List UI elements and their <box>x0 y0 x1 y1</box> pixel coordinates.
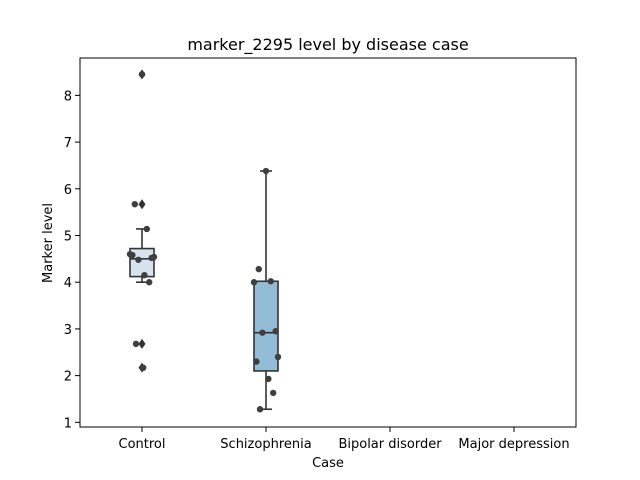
data-point <box>150 253 158 261</box>
data-point <box>140 364 147 371</box>
data-point <box>256 406 264 413</box>
y-tick-label: 3 <box>64 323 72 338</box>
data-point <box>272 328 279 335</box>
y-axis-label: Marker level <box>41 203 56 283</box>
data-point <box>270 389 277 397</box>
data-point <box>250 279 258 286</box>
x-axis-label: Case <box>312 456 344 471</box>
x-tick-label: Bipolar disorder <box>338 437 442 452</box>
y-tick-label: 1 <box>64 416 72 431</box>
data-point <box>143 225 150 233</box>
box-iqr <box>253 280 279 372</box>
x-tick-label: Control <box>119 437 166 452</box>
data-point <box>255 265 262 273</box>
y-tick-label: 6 <box>64 183 72 198</box>
plot-frame <box>79 57 577 428</box>
y-tick-label: 7 <box>64 136 72 151</box>
data-point <box>129 251 136 259</box>
data-point <box>135 256 142 263</box>
y-tick-label: 4 <box>64 276 72 291</box>
data-point <box>253 358 260 365</box>
outlier-marker <box>138 338 146 349</box>
y-tick-label: 8 <box>64 89 72 104</box>
data-point <box>262 167 270 175</box>
data-point <box>141 271 148 279</box>
data-point <box>138 71 146 78</box>
x-tick-label: Schizophrenia <box>220 437 311 452</box>
data-point <box>131 200 138 208</box>
data-point <box>267 278 274 285</box>
data-point <box>265 375 272 383</box>
data-point <box>132 340 140 348</box>
plot-area: 1 2 3 4 5 6 7 8 Control Schizophrenia Bipolar diso… <box>64 57 577 452</box>
data-point <box>259 329 266 336</box>
data-point <box>146 279 153 286</box>
outlier-marker <box>138 199 146 210</box>
y-tick-label: 5 <box>64 229 72 244</box>
data-point <box>274 353 282 361</box>
y-tick-label: 2 <box>64 370 72 385</box>
x-tick-label: Major depression <box>458 437 569 452</box>
chart-title: marker_2295 level by disease case <box>187 35 468 55</box>
